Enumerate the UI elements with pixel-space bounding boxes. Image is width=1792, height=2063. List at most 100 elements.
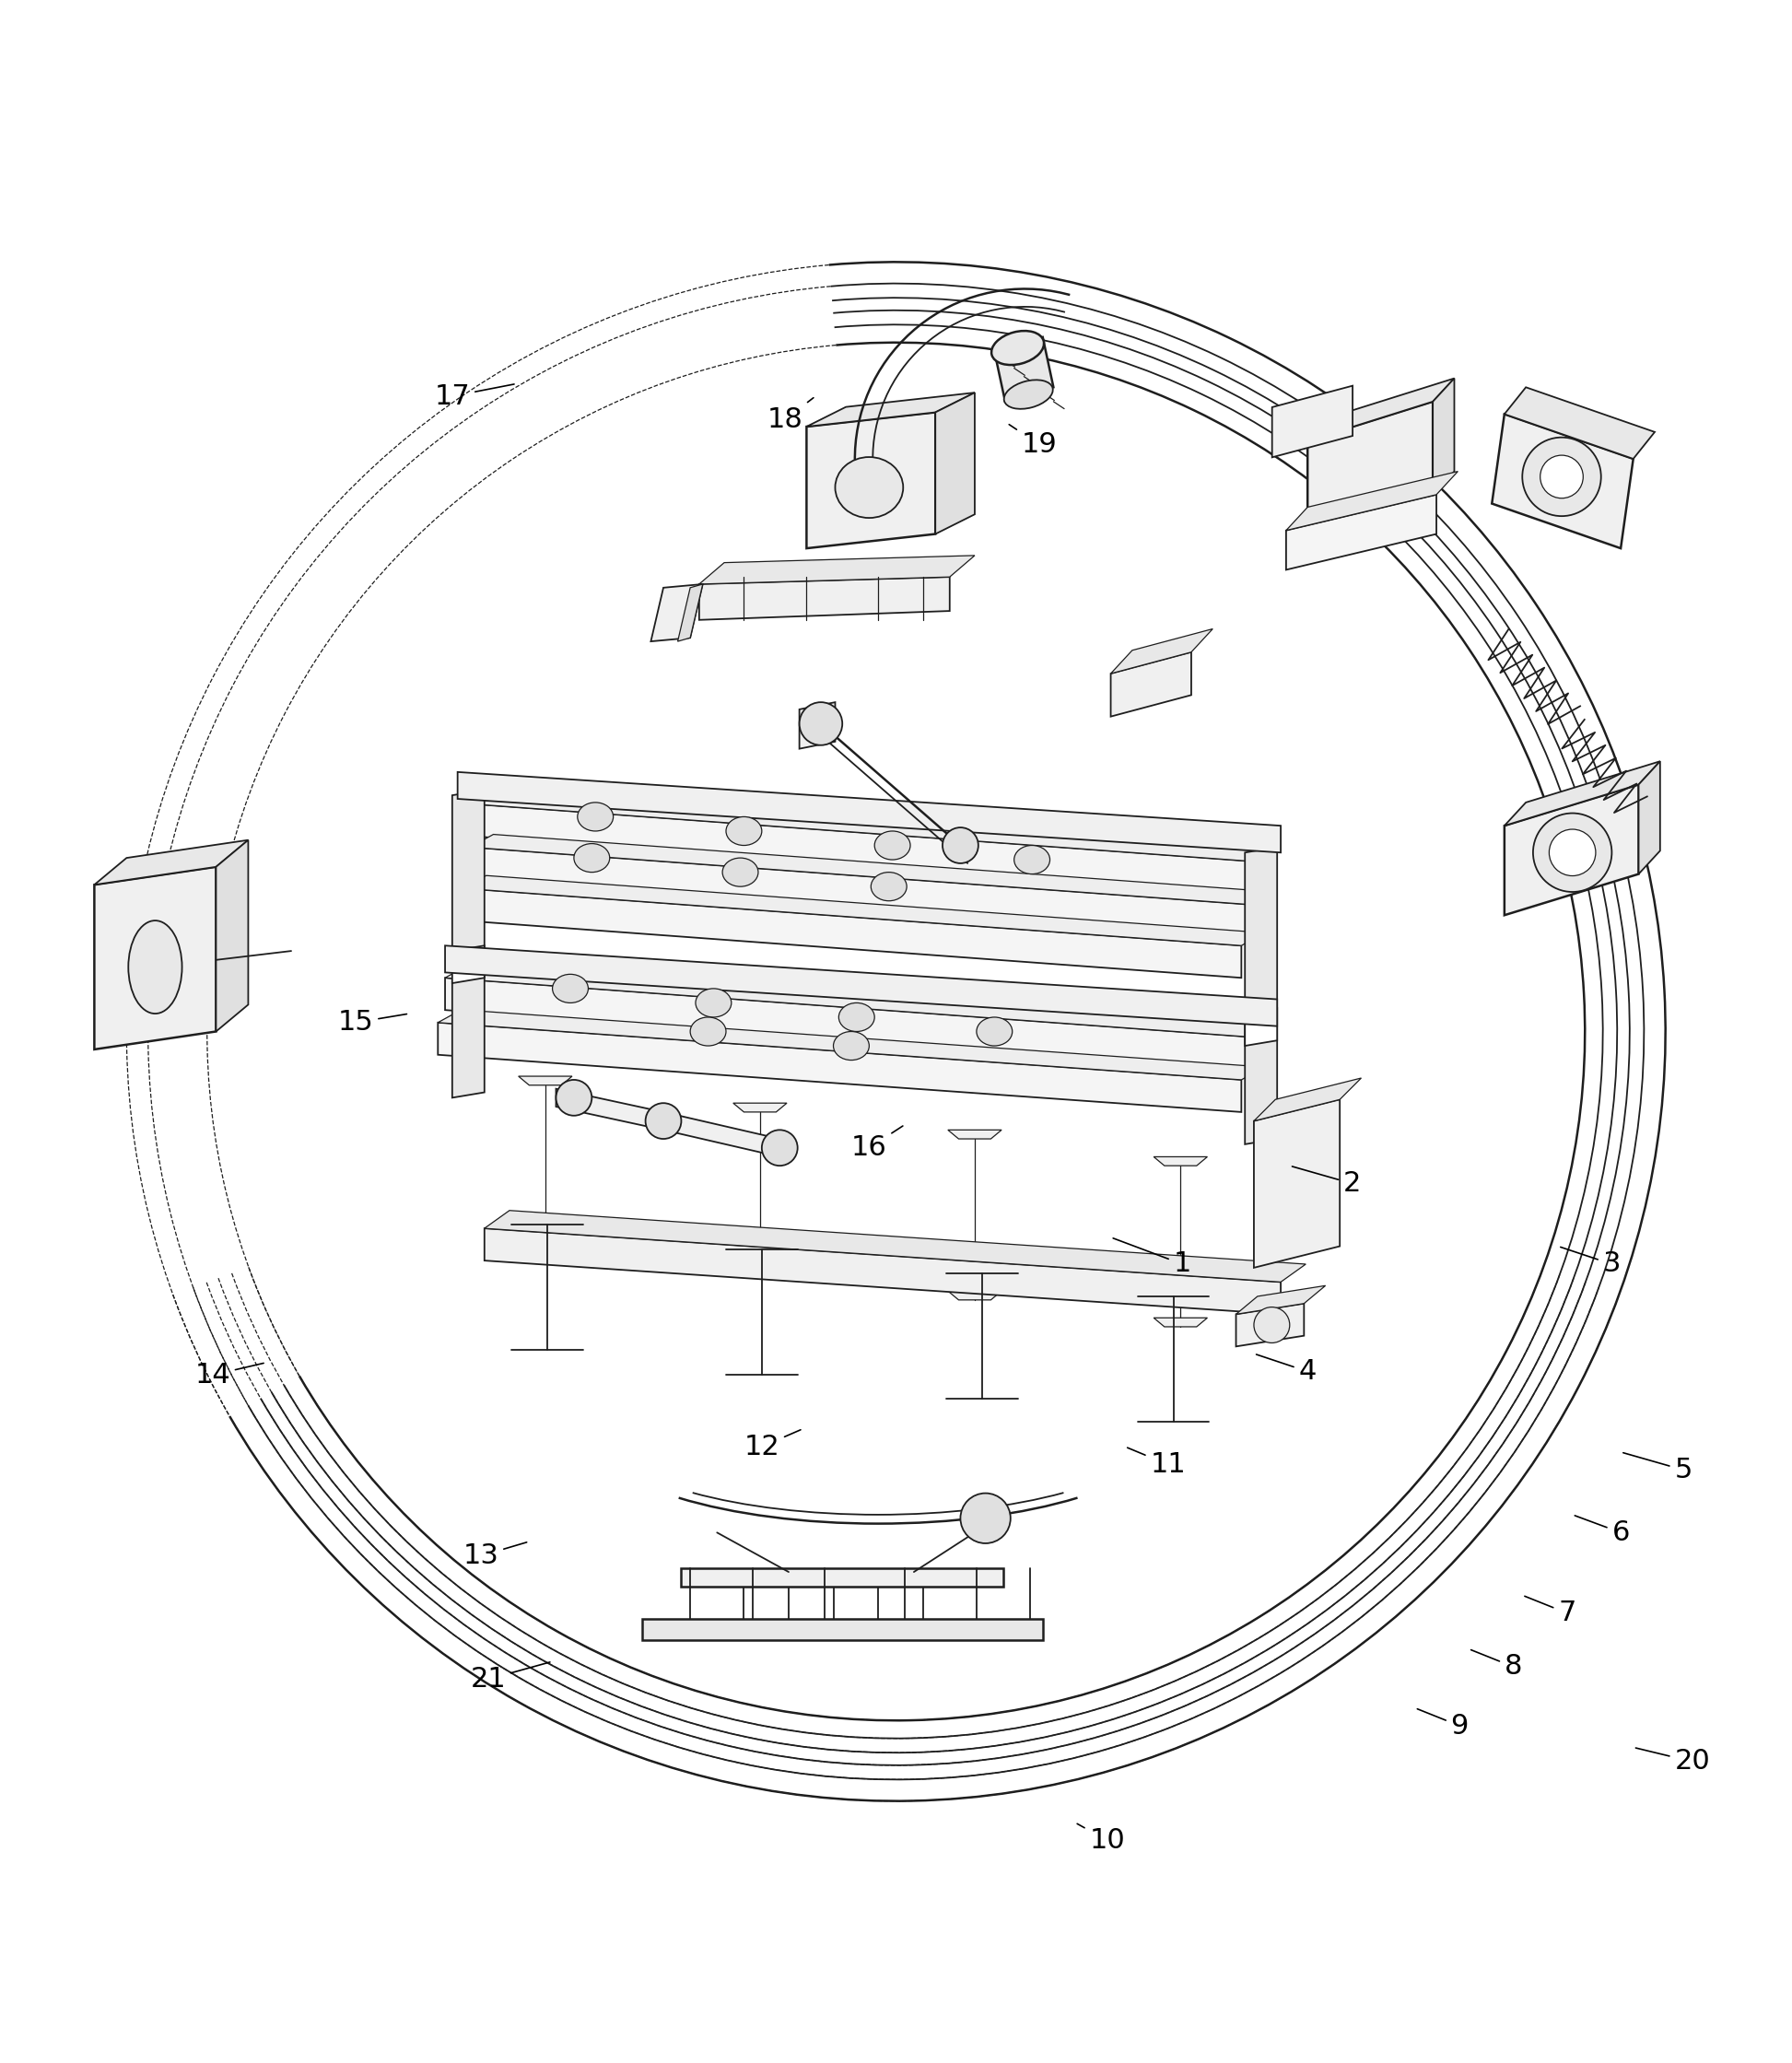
Polygon shape <box>1154 1157 1208 1166</box>
Ellipse shape <box>871 873 907 902</box>
Polygon shape <box>1493 415 1633 549</box>
Polygon shape <box>462 875 1265 945</box>
Polygon shape <box>1308 402 1434 534</box>
Polygon shape <box>444 978 1249 1069</box>
Polygon shape <box>1111 629 1213 675</box>
Polygon shape <box>799 701 835 749</box>
Text: 2: 2 <box>1292 1166 1362 1197</box>
Text: 5: 5 <box>1624 1452 1692 1483</box>
Text: 11: 11 <box>1127 1448 1186 1477</box>
Polygon shape <box>444 945 1278 1025</box>
Text: 18: 18 <box>767 398 814 433</box>
Circle shape <box>961 1494 1011 1543</box>
Circle shape <box>645 1104 681 1139</box>
Ellipse shape <box>695 988 731 1017</box>
Ellipse shape <box>991 330 1045 365</box>
Polygon shape <box>1272 386 1353 458</box>
Ellipse shape <box>129 920 183 1013</box>
Ellipse shape <box>839 1003 874 1032</box>
Ellipse shape <box>835 458 903 518</box>
Circle shape <box>1548 829 1595 877</box>
Polygon shape <box>475 792 1278 862</box>
Polygon shape <box>1245 1009 1278 1046</box>
Polygon shape <box>677 584 702 642</box>
Circle shape <box>943 827 978 862</box>
Ellipse shape <box>874 831 910 860</box>
Circle shape <box>1539 456 1582 497</box>
Ellipse shape <box>1014 846 1050 875</box>
Text: 16: 16 <box>851 1126 903 1161</box>
Polygon shape <box>733 1104 787 1112</box>
Polygon shape <box>95 840 249 885</box>
Text: 10: 10 <box>1077 1824 1125 1855</box>
Circle shape <box>1254 1308 1290 1343</box>
Ellipse shape <box>977 1017 1012 1046</box>
Polygon shape <box>995 336 1054 402</box>
Polygon shape <box>1505 761 1659 825</box>
Polygon shape <box>1245 848 1278 1145</box>
Ellipse shape <box>577 803 613 831</box>
Text: 14: 14 <box>195 1362 263 1388</box>
Polygon shape <box>650 584 702 642</box>
Polygon shape <box>452 790 484 1098</box>
Polygon shape <box>1236 1285 1326 1314</box>
Circle shape <box>1523 437 1600 516</box>
Text: 19: 19 <box>1009 425 1057 458</box>
Polygon shape <box>1154 1318 1208 1327</box>
Polygon shape <box>484 1227 1281 1314</box>
Polygon shape <box>663 1112 780 1157</box>
Ellipse shape <box>722 858 758 887</box>
Polygon shape <box>452 945 484 984</box>
Polygon shape <box>484 1211 1306 1281</box>
Polygon shape <box>556 1089 663 1131</box>
Text: 3: 3 <box>1561 1246 1620 1277</box>
Ellipse shape <box>726 817 762 846</box>
Polygon shape <box>95 866 217 1050</box>
Text: 1: 1 <box>1113 1238 1192 1277</box>
Text: 4: 4 <box>1256 1355 1317 1384</box>
Polygon shape <box>935 392 975 534</box>
Polygon shape <box>437 1023 1242 1112</box>
Polygon shape <box>470 833 1272 904</box>
Ellipse shape <box>690 1017 726 1046</box>
Text: 8: 8 <box>1471 1650 1523 1679</box>
Ellipse shape <box>833 1032 869 1060</box>
Polygon shape <box>1638 761 1659 875</box>
Text: 12: 12 <box>744 1430 801 1461</box>
Polygon shape <box>642 1619 1043 1640</box>
Circle shape <box>1532 813 1611 891</box>
Polygon shape <box>1434 378 1455 495</box>
Text: 21: 21 <box>470 1663 550 1692</box>
Polygon shape <box>1308 378 1455 441</box>
Text: 6: 6 <box>1575 1516 1629 1545</box>
Ellipse shape <box>552 974 588 1003</box>
Text: 7: 7 <box>1525 1597 1575 1626</box>
Polygon shape <box>1111 652 1192 716</box>
Polygon shape <box>699 555 975 584</box>
Polygon shape <box>1254 1100 1340 1269</box>
Polygon shape <box>444 965 1272 1038</box>
Polygon shape <box>217 840 249 1032</box>
Polygon shape <box>437 1009 1265 1079</box>
Polygon shape <box>733 1265 787 1273</box>
Ellipse shape <box>1004 380 1054 408</box>
Circle shape <box>799 701 842 745</box>
Polygon shape <box>518 1077 572 1085</box>
Polygon shape <box>1505 388 1654 458</box>
Polygon shape <box>1287 495 1437 569</box>
Polygon shape <box>699 578 950 619</box>
Text: 20: 20 <box>1636 1747 1710 1774</box>
Polygon shape <box>1254 1079 1362 1120</box>
Polygon shape <box>806 392 975 427</box>
Text: 15: 15 <box>337 1009 407 1036</box>
Polygon shape <box>518 1238 572 1246</box>
Text: 9: 9 <box>1417 1708 1469 1739</box>
Text: 17: 17 <box>434 384 514 411</box>
Polygon shape <box>457 772 1281 852</box>
Polygon shape <box>948 1291 1002 1300</box>
Ellipse shape <box>573 844 609 873</box>
Polygon shape <box>475 805 1254 893</box>
Polygon shape <box>1287 470 1459 530</box>
Polygon shape <box>806 413 935 549</box>
Polygon shape <box>681 1568 1004 1586</box>
